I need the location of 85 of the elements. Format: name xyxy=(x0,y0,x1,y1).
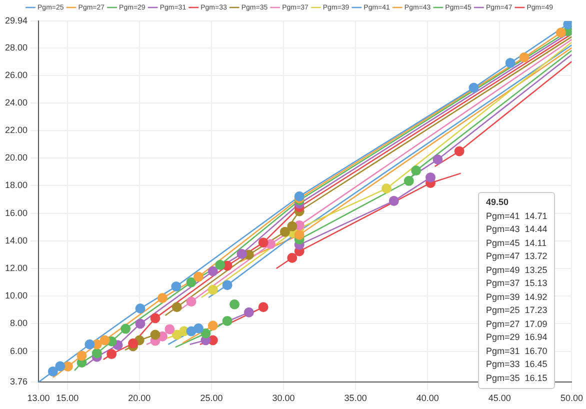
point xyxy=(244,307,254,318)
annotation: Pgm=25 17.23 xyxy=(486,304,548,317)
point xyxy=(120,324,131,334)
point xyxy=(193,323,204,334)
point xyxy=(164,324,175,334)
point xyxy=(92,348,102,358)
point xyxy=(454,146,464,156)
x-tick-label: 25.00 xyxy=(200,393,223,404)
point xyxy=(258,238,268,248)
y-tick-label: 12.00 xyxy=(4,263,28,273)
annotation: Pgm=41 14.71 xyxy=(486,210,548,223)
x-tick-label: 50.00 xyxy=(560,393,584,404)
point xyxy=(222,280,232,290)
y-tick-label: 28.00 xyxy=(4,42,28,52)
point xyxy=(100,335,110,346)
point xyxy=(258,302,268,312)
point xyxy=(106,349,117,360)
point xyxy=(432,154,443,165)
annotation: Pgm=47 13.72 xyxy=(486,250,548,263)
point xyxy=(411,166,422,176)
point xyxy=(222,316,232,326)
x-tick-label: 45.00 xyxy=(488,393,511,404)
y-tick-label: 6.00 xyxy=(10,346,28,356)
annotation: Pgm=39 14.92 xyxy=(486,290,548,304)
point xyxy=(404,176,414,186)
point xyxy=(157,293,168,304)
point xyxy=(505,58,516,68)
point xyxy=(426,172,436,182)
annotation: Pgm=27 17.09 xyxy=(486,318,548,331)
point xyxy=(135,318,146,329)
point xyxy=(215,260,226,270)
y-tick-label: 24.00 xyxy=(4,97,28,108)
point xyxy=(171,281,182,292)
point xyxy=(150,330,160,340)
y-tick-label: 14.00 xyxy=(4,235,28,246)
x-tick-label: 40.00 xyxy=(416,393,439,404)
point xyxy=(280,226,290,237)
point xyxy=(519,52,530,62)
y-tick-label: 16.00 xyxy=(4,208,28,218)
point xyxy=(55,361,66,372)
point xyxy=(172,302,182,312)
annotation: Pgm=45 14.11 xyxy=(486,236,548,250)
point xyxy=(208,284,218,295)
point xyxy=(230,299,240,310)
point xyxy=(200,328,211,338)
point xyxy=(128,338,138,348)
point xyxy=(135,304,146,314)
x-tick-label: 35.00 xyxy=(344,393,367,404)
y-tick-label: 29.94 xyxy=(4,15,28,26)
point xyxy=(236,248,247,259)
annotation: Pgm=43 14.44 xyxy=(486,223,548,236)
point xyxy=(76,350,87,361)
annotation: Pgm=35 16.15 xyxy=(486,372,548,385)
x-tick-label: 15.00 xyxy=(56,393,79,404)
y-tick-label: 22.00 xyxy=(4,125,28,136)
point xyxy=(287,221,298,232)
annotation: Pgm=37 15.13 xyxy=(486,277,548,290)
y-tick-label: 18.00 xyxy=(4,180,28,190)
point xyxy=(84,339,95,350)
x-tick-label: 30.00 xyxy=(272,393,295,404)
point xyxy=(208,266,218,276)
point xyxy=(186,277,196,288)
y-tick-label: 3.76 xyxy=(10,376,28,387)
point xyxy=(388,196,399,206)
point xyxy=(48,366,58,376)
annotation: Pgm=31 16.70 xyxy=(486,344,548,358)
point xyxy=(563,21,572,30)
annotation: Pgm=49 13.25 xyxy=(486,264,548,277)
point xyxy=(287,252,298,263)
x-tick-label: 20.00 xyxy=(128,393,151,404)
point xyxy=(150,313,160,324)
annotation: 49.50 xyxy=(486,196,510,209)
point xyxy=(382,183,392,194)
y-tick-label: 10.00 xyxy=(4,290,28,301)
point xyxy=(208,320,218,331)
y-tick-label: 8.00 xyxy=(10,318,28,328)
point xyxy=(186,296,196,307)
x-tick-label: 13.00 xyxy=(27,393,50,404)
annotation: Pgm=33 16.45 xyxy=(486,358,548,371)
point xyxy=(193,272,204,282)
annotation: Pgm=29 16.94 xyxy=(486,331,548,344)
point xyxy=(556,28,566,38)
point xyxy=(468,82,479,93)
y-tick-label: 20.00 xyxy=(4,152,28,163)
y-tick-label: 26.00 xyxy=(4,70,28,80)
